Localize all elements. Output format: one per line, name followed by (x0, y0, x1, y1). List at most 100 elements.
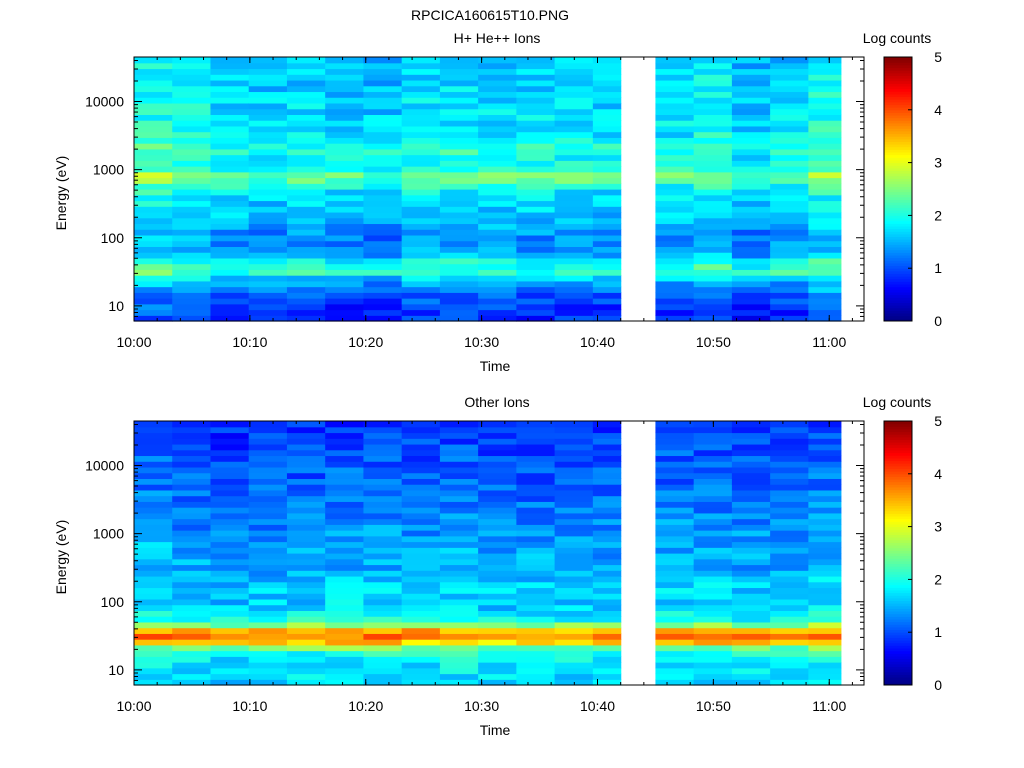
heatmap-cell (592, 229, 622, 236)
heatmap-cell (439, 217, 479, 225)
heatmap-cell (172, 593, 212, 600)
x-tick-label: 10:20 (348, 334, 383, 350)
colorbar-frame (883, 56, 913, 322)
heatmap-cell (363, 673, 403, 680)
heatmap-cell (248, 650, 288, 657)
heatmap-cell (439, 74, 479, 81)
heatmap-cell (592, 183, 622, 190)
heatmap-cell (592, 315, 622, 322)
heatmap-cell (363, 280, 403, 288)
heatmap-cell (516, 478, 556, 485)
heatmap-cell (210, 627, 250, 634)
heatmap-cell (516, 280, 556, 288)
heatmap-cell (172, 547, 212, 554)
heatmap-cell (325, 183, 365, 190)
colorbar-segment (884, 144, 912, 148)
heatmap-cell (808, 535, 842, 543)
heatmap-cell (655, 587, 695, 594)
heatmap-cell (248, 120, 288, 127)
heatmap-cell (554, 564, 594, 571)
heatmap-cell (401, 604, 441, 611)
heatmap-cell (478, 610, 517, 617)
heatmap-cell (808, 171, 842, 179)
heatmap-cell (655, 68, 695, 75)
heatmap-cell (134, 189, 173, 196)
heatmap-cell (592, 667, 622, 675)
heatmap-cell (655, 189, 695, 196)
heatmap-cell (808, 57, 842, 64)
heatmap-cell (401, 466, 441, 474)
colorbar-segment (884, 600, 912, 604)
heatmap-cell (808, 206, 842, 213)
heatmap-cell (401, 495, 441, 502)
heatmap-cell (770, 478, 809, 485)
heatmap-cell (210, 108, 250, 115)
heatmap-cell (363, 114, 403, 121)
heatmap-cell (134, 257, 173, 265)
colorbar-segment (884, 154, 912, 158)
heatmap-cell (478, 478, 517, 485)
heatmap-cell (478, 269, 517, 276)
heatmap-cell (363, 206, 403, 213)
plot-frame (133, 56, 865, 322)
heatmap-cell (210, 160, 250, 167)
heatmap-cell (808, 200, 842, 207)
heatmap-cell (770, 518, 809, 525)
heatmap-cell (655, 102, 695, 110)
x-tick-label: 10:30 (464, 698, 499, 714)
colorbar-segment (884, 183, 912, 187)
colorbar-segment (884, 228, 912, 232)
colorbar-segment (884, 442, 912, 446)
heatmap-cell (693, 125, 733, 133)
heatmap-cell (554, 650, 594, 657)
heatmap-cell (325, 673, 365, 680)
heatmap-cell (478, 667, 517, 675)
heatmap-cell (693, 484, 733, 491)
heatmap-cell (731, 97, 771, 104)
heatmap-cell (592, 524, 622, 531)
heatmap-cell (655, 114, 695, 121)
heatmap-cell (808, 234, 842, 242)
heatmap-cell (770, 189, 809, 196)
heatmap-cell (248, 621, 288, 629)
heatmap-cell (516, 524, 556, 531)
heatmap-cell (731, 275, 771, 282)
heatmap-cell (248, 160, 288, 167)
heatmap-cell (731, 553, 771, 560)
heatmap-cell (325, 211, 365, 219)
heatmap-cell (731, 564, 771, 571)
heatmap-cell (808, 303, 842, 311)
heatmap-cell (478, 673, 517, 680)
heatmap-cell (134, 223, 173, 230)
heatmap-cell (516, 495, 556, 502)
heatmap-cell (363, 466, 403, 474)
heatmap-cell (325, 432, 365, 439)
heatmap-cell (248, 443, 288, 451)
heatmap-cell (134, 120, 173, 127)
heatmap-cell (693, 177, 733, 184)
colorbar-segment (884, 255, 912, 259)
heatmap-cell (554, 280, 594, 288)
heatmap-cell (401, 650, 441, 657)
heatmap-cell (770, 455, 809, 462)
heatmap-cell (363, 564, 403, 571)
heatmap-cell (286, 472, 326, 479)
heatmap-cell (439, 553, 479, 560)
heatmap-cell (592, 484, 622, 491)
heatmap-cell (655, 656, 695, 663)
heatmap-cell (325, 200, 365, 207)
heatmap-cell (325, 507, 365, 514)
heatmap-cell (210, 143, 250, 150)
heatmap-cell (248, 553, 288, 560)
heatmap-cell (325, 478, 365, 485)
heatmap-cell (731, 547, 771, 554)
heatmap-cell (693, 269, 733, 276)
heatmap-cell (655, 564, 695, 571)
heatmap-cell (516, 240, 556, 247)
heatmap-cell (693, 438, 733, 445)
heatmap-cell (210, 553, 250, 560)
heatmap-cell (655, 621, 695, 629)
heatmap-cell (655, 507, 695, 514)
y-tick-label: 1000 (93, 162, 124, 178)
heatmap-cell (770, 581, 809, 589)
